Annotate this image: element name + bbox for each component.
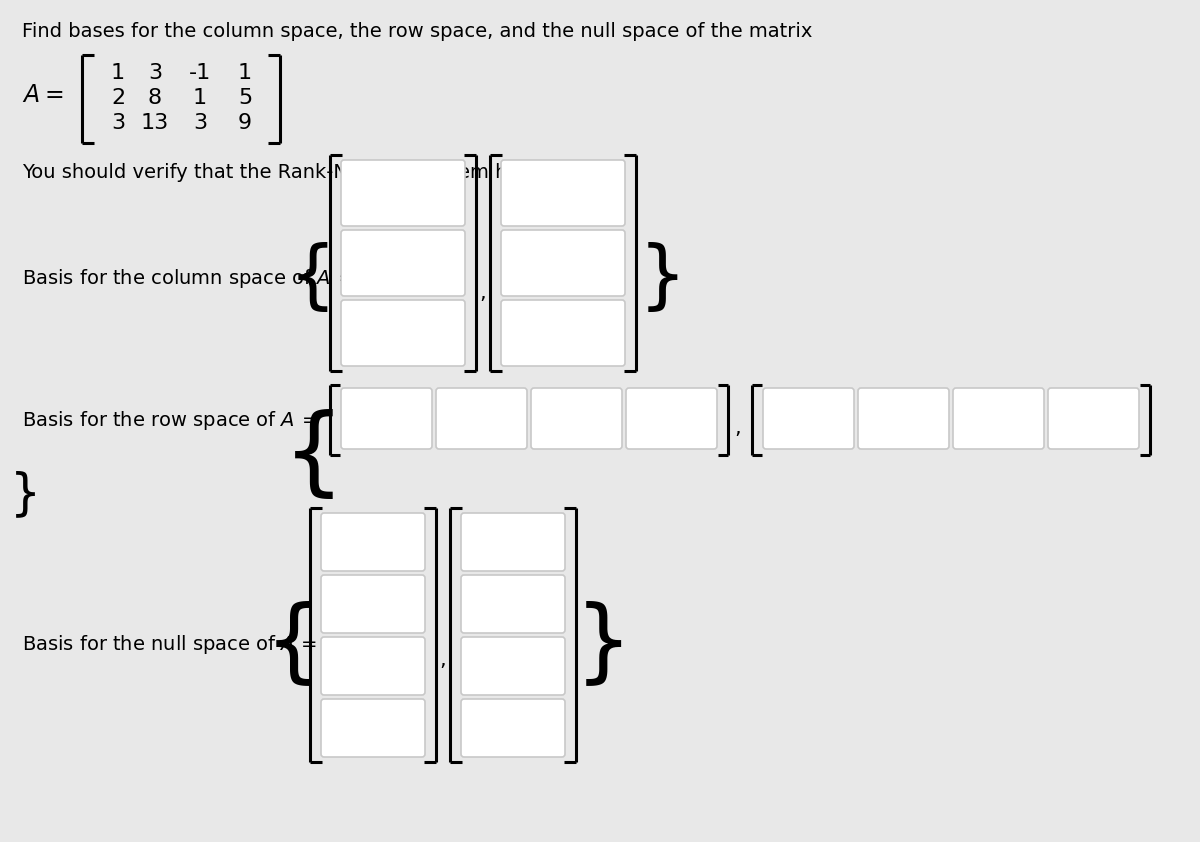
Text: 5: 5: [238, 88, 252, 108]
Text: 1: 1: [110, 63, 125, 83]
FancyBboxPatch shape: [502, 300, 625, 366]
FancyBboxPatch shape: [1048, 388, 1139, 449]
FancyBboxPatch shape: [763, 388, 854, 449]
Text: $A=$: $A=$: [22, 83, 64, 107]
FancyBboxPatch shape: [502, 160, 625, 226]
FancyBboxPatch shape: [322, 699, 425, 757]
FancyBboxPatch shape: [341, 388, 432, 449]
FancyBboxPatch shape: [461, 575, 565, 633]
FancyBboxPatch shape: [436, 388, 527, 449]
Text: Basis for the null space of $A\,=$: Basis for the null space of $A\,=$: [22, 633, 317, 657]
FancyBboxPatch shape: [341, 230, 466, 296]
FancyBboxPatch shape: [341, 160, 466, 226]
FancyBboxPatch shape: [461, 699, 565, 757]
Text: ,: ,: [734, 418, 742, 438]
Text: $\{$: $\{$: [282, 408, 334, 502]
FancyBboxPatch shape: [858, 388, 949, 449]
Text: Find bases for the column space, the row space, and the null space of the matrix: Find bases for the column space, the row…: [22, 22, 812, 41]
FancyBboxPatch shape: [322, 637, 425, 695]
Text: ,: ,: [439, 650, 446, 670]
FancyBboxPatch shape: [502, 230, 625, 296]
Text: $\{$: $\{$: [288, 241, 328, 315]
FancyBboxPatch shape: [341, 300, 466, 366]
Text: You should verify that the Rank-Nullity Theorem holds.: You should verify that the Rank-Nullity …: [22, 163, 553, 182]
Text: 3: 3: [110, 113, 125, 133]
Text: 8: 8: [148, 88, 162, 108]
FancyBboxPatch shape: [626, 388, 718, 449]
FancyBboxPatch shape: [953, 388, 1044, 449]
Text: 3: 3: [193, 113, 208, 133]
FancyBboxPatch shape: [461, 513, 565, 571]
Text: 9: 9: [238, 113, 252, 133]
Text: -1: -1: [188, 63, 211, 83]
FancyBboxPatch shape: [461, 637, 565, 695]
Text: Basis for the column space of $A\,=$: Basis for the column space of $A\,=$: [22, 267, 354, 290]
Text: $\}$: $\}$: [574, 600, 622, 690]
Text: $\}$: $\}$: [8, 470, 36, 520]
Text: 3: 3: [148, 63, 162, 83]
Text: ,: ,: [480, 283, 486, 303]
FancyBboxPatch shape: [530, 388, 622, 449]
Text: Basis for the row space of $A\,=$: Basis for the row space of $A\,=$: [22, 408, 318, 431]
FancyBboxPatch shape: [322, 575, 425, 633]
Text: $\{$: $\{$: [264, 600, 312, 690]
Text: 2: 2: [110, 88, 125, 108]
FancyBboxPatch shape: [322, 513, 425, 571]
Text: $\}$: $\}$: [638, 241, 678, 315]
Text: 1: 1: [238, 63, 252, 83]
Text: 1: 1: [193, 88, 208, 108]
Text: 13: 13: [140, 113, 169, 133]
